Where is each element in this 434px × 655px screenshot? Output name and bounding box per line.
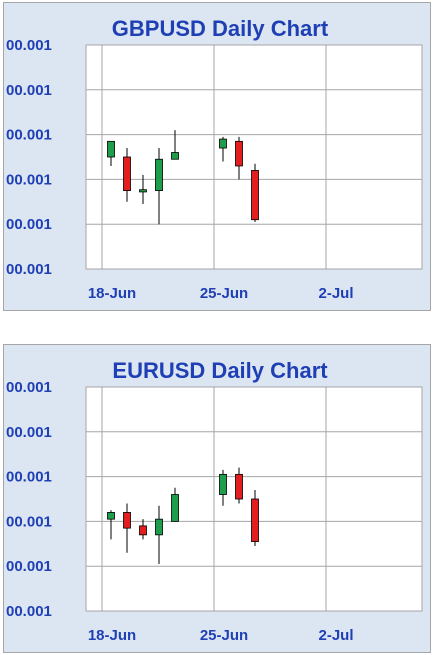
eurusd-candle xyxy=(123,503,131,553)
gbpusd-y-tick-label: 00.001 xyxy=(6,261,52,278)
gbpusd-candle xyxy=(235,136,243,180)
eurusd-candle-body xyxy=(123,512,131,529)
eurusd-candle xyxy=(171,487,179,522)
eurusd-y-tick-label: 00.001 xyxy=(6,424,52,441)
eurusd-chart: EURUSD Daily Chart 00.001 00.001 00.001 00.0… xyxy=(6,358,423,644)
eurusd-x-tick-label: 18-Jun xyxy=(88,627,136,644)
gbpusd-chart-title: GBPUSD Daily Chart xyxy=(112,16,329,41)
gbpusd-candle-body xyxy=(123,156,131,191)
eurusd-y-tick-label: 00.001 xyxy=(6,469,52,486)
gbpusd-y-tick-label: 00.001 xyxy=(6,216,52,233)
eurusd-x-tick-label: 2-Jul xyxy=(318,627,353,644)
gbpusd-y-tick-label: 00.001 xyxy=(6,171,52,188)
gbpusd-chart-panel: GBPUSD Daily Chart 00.001 00.001 00.001 00.0… xyxy=(3,2,431,311)
gbpusd-candle xyxy=(171,130,179,160)
eurusd-x-tick-label: 25-Jun xyxy=(200,627,248,644)
gbpusd-candle-body xyxy=(107,140,115,158)
eurusd-candle xyxy=(155,505,163,564)
gbpusd-candle xyxy=(107,140,115,166)
eurusd-candle-body xyxy=(219,473,227,495)
gbpusd-plot-border xyxy=(85,44,423,270)
eurusd-y-tick-label: 00.001 xyxy=(6,513,52,530)
eurusd-y-tick-label: 00.001 xyxy=(6,558,52,575)
gbpusd-x-tick-label: 25-Jun xyxy=(200,285,248,302)
gbpusd-candle-body xyxy=(155,158,163,192)
eurusd-candle-body xyxy=(107,512,115,520)
gbpusd-y-tick-label: 00.001 xyxy=(6,127,52,144)
eurusd-candle-body xyxy=(155,518,163,536)
gbpusd-candle xyxy=(251,163,259,222)
gbpusd-candle xyxy=(219,136,227,162)
gbpusd-plot-area xyxy=(86,45,422,269)
gbpusd-candle-body xyxy=(235,140,243,167)
gbpusd-x-tick-label: 18-Jun xyxy=(88,285,136,302)
gbpusd-candle xyxy=(123,148,131,202)
gbpusd-candle-body xyxy=(219,138,227,149)
eurusd-chart-panel: EURUSD Daily Chart 00.001 00.001 00.001 00.0… xyxy=(3,344,431,653)
eurusd-candle-body xyxy=(235,473,243,500)
eurusd-candle xyxy=(251,490,259,547)
gbpusd-candle xyxy=(155,148,163,225)
eurusd-candle-body xyxy=(171,494,179,522)
gbpusd-y-tick-label: 00.001 xyxy=(6,37,52,54)
gbpusd-y-tick-label: 00.001 xyxy=(6,82,52,99)
eurusd-candle-body xyxy=(139,525,147,536)
gbpusd-candle-body xyxy=(251,170,259,221)
eurusd-plot-border xyxy=(85,386,423,612)
eurusd-candle xyxy=(107,510,115,540)
gbpusd-x-tick-label: 2-Jul xyxy=(318,285,353,302)
gbpusd-chart: GBPUSD Daily Chart 00.001 00.001 00.001 00.0… xyxy=(6,16,423,302)
eurusd-y-tick-label: 00.001 xyxy=(6,379,52,396)
eurusd-candle xyxy=(139,519,147,540)
eurusd-y-tick-label: 00.001 xyxy=(6,603,52,620)
eurusd-candle xyxy=(235,467,243,504)
gbpusd-candle-body xyxy=(171,152,179,160)
eurusd-candle-body xyxy=(251,498,259,542)
eurusd-candle xyxy=(219,469,227,506)
gbpusd-candle-body xyxy=(139,189,147,193)
eurusd-chart-title: EURUSD Daily Chart xyxy=(112,358,328,383)
gbpusd-candle xyxy=(139,174,147,205)
